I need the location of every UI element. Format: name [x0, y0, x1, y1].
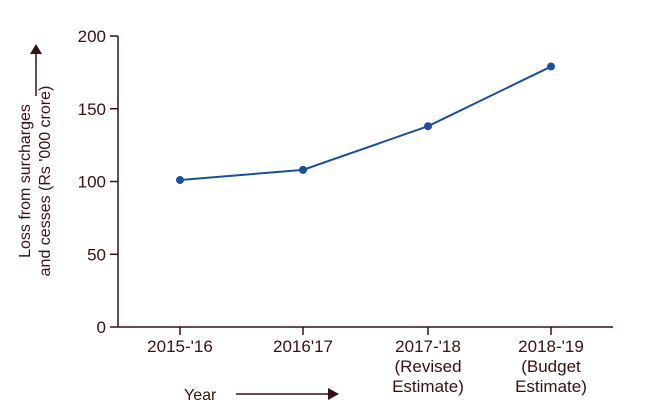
data-point: [299, 165, 307, 174]
y-tick-label: 0: [97, 318, 106, 337]
y-axis-title-line-2: and cesses (Rs '000 crore): [37, 86, 54, 277]
x-tick-label: 2017-'18: [395, 337, 461, 356]
series-line: [179, 65, 552, 182]
y-axis-title-line-1: Loss from surcharges: [17, 104, 34, 258]
y-ticks: 0 50 100 150 200: [78, 27, 118, 337]
y-tick-label: 100: [78, 173, 106, 192]
x-tick-label: (Revised: [394, 357, 461, 376]
data-point: [424, 122, 432, 131]
y-axis: 0 50 100 150 200: [78, 27, 119, 337]
y-axis-title: Loss from surcharges and cesses (Rs '000…: [17, 86, 54, 277]
x-axis: 2015-'16 2016'17 2017-'18(RevisedEstimate)…: [118, 326, 613, 396]
x-tick-label: 2018-'19: [518, 337, 584, 356]
x-arrow-head: [328, 388, 339, 400]
series-layer: [176, 62, 555, 185]
x-tick-label: Estimate): [392, 377, 464, 396]
data-point: [547, 62, 555, 71]
x-tick-label: (Budget: [521, 357, 581, 376]
y-arrow-head: [30, 44, 42, 54]
x-ticks: 2015-'16 2016'17 2017-'18(RevisedEstimate)…: [147, 327, 587, 396]
data-point: [176, 176, 184, 185]
x-tick-label: 2015-'16: [147, 337, 213, 356]
x-tick-label: Estimate): [515, 377, 587, 396]
y-tick-label: 200: [78, 27, 106, 46]
y-axis-arrow: [30, 44, 42, 96]
x-axis-arrow: [236, 388, 339, 400]
y-tick-label: 150: [78, 100, 106, 119]
x-axis-title: Year: [184, 387, 217, 404]
x-tick-label: 2016'17: [273, 337, 333, 356]
y-tick-label: 50: [87, 245, 106, 264]
